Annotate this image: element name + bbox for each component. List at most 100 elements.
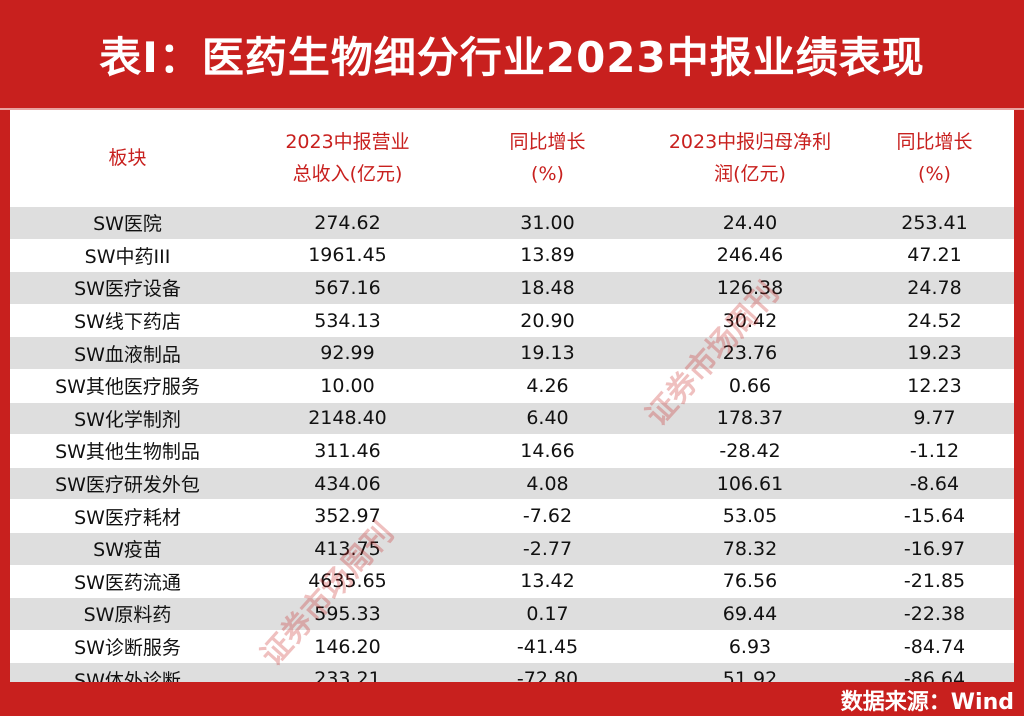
table-row: SW线下药店 534.13 20.90 30.42 24.52 (10, 303, 1014, 337)
cell-sector: SW疫苗 (10, 531, 245, 566)
data-table: 板块 2023中报营业 总收入(亿元) 同比增长 (%) 2023中报归母净利 润(亿… (10, 110, 1014, 695)
cell-revenue-growth: 0.17 (450, 597, 645, 631)
table-row: SW医药流通 4635.65 13.42 76.56 -21.85 (10, 564, 1014, 598)
table-row: SW中药III 1961.45 13.89 246.46 47.21 (10, 238, 1014, 272)
cell-revenue-growth: 19.13 (450, 336, 645, 370)
cell-profit-growth: -22.38 (855, 597, 1014, 631)
table-row: SW医疗耗材 352.97 -7.62 53.05 -15.64 (10, 499, 1014, 533)
header-revenue: 2023中报营业 总收入(亿元) (245, 110, 450, 207)
cell-revenue-growth: 4.26 (450, 368, 645, 403)
cell-revenue-growth: 13.42 (450, 564, 645, 598)
cell-sector: SW血液制品 (10, 336, 245, 370)
cell-revenue: 413.75 (245, 531, 450, 566)
cell-profit-growth: -21.85 (855, 564, 1014, 598)
table-row: SW其他医疗服务 10.00 4.26 0.66 12.23 (10, 368, 1014, 403)
cell-net-profit: 24.40 (645, 206, 855, 240)
source-note: 数据来源：Wind (840, 690, 1014, 715)
cell-net-profit: 126.38 (645, 271, 855, 305)
table-row: SW其他生物制品 311.46 14.66 -28.42 -1.12 (10, 434, 1014, 468)
header-row: 板块 2023中报营业 总收入(亿元) 同比增长 (%) 2023中报归母净利 润(亿… (10, 110, 1014, 207)
cell-revenue-growth: -2.77 (450, 531, 645, 566)
cell-net-profit: -28.42 (645, 434, 855, 468)
cell-sector: SW医疗耗材 (10, 499, 245, 533)
cell-net-profit: 23.76 (645, 336, 855, 370)
cell-sector: SW原料药 (10, 597, 245, 631)
cell-revenue: 274.62 (245, 206, 450, 240)
cell-sector: SW医疗研发外包 (10, 466, 245, 500)
cell-sector: SW医药流通 (10, 564, 245, 598)
table-row: SW化学制剂 2148.40 6.40 178.37 9.77 (10, 401, 1014, 435)
cell-sector: SW中药III (10, 238, 245, 272)
cell-net-profit: 69.44 (645, 597, 855, 631)
header-revenue-growth: 同比增长 (%) (450, 110, 645, 207)
cell-revenue-growth: 20.90 (450, 303, 645, 337)
table-row: SW血液制品 92.99 19.13 23.76 19.23 (10, 336, 1014, 370)
cell-net-profit: 178.37 (645, 401, 855, 435)
cell-revenue: 534.13 (245, 303, 450, 337)
table-body: SW医院 274.62 31.00 24.40 253.41 SW中药III 1961.45… (10, 206, 1014, 695)
cell-revenue-growth: 14.66 (450, 434, 645, 468)
cell-revenue: 2148.40 (245, 401, 450, 435)
cell-profit-growth: 24.78 (855, 271, 1014, 305)
cell-sector: SW诊断服务 (10, 629, 245, 663)
header-revenue-growth-line1: 同比增长 (509, 131, 586, 153)
header-revenue-growth-line2: (%) (531, 163, 564, 185)
cell-net-profit: 30.42 (645, 303, 855, 337)
header-profit-growth-line1: 同比增长 (896, 131, 973, 153)
cell-revenue: 311.46 (245, 434, 450, 468)
cell-profit-growth: -8.64 (855, 466, 1014, 500)
cell-profit-growth: -84.74 (855, 629, 1014, 663)
table-header: 板块 2023中报营业 总收入(亿元) 同比增长 (%) 2023中报归母净利 润(亿… (10, 110, 1014, 207)
table-panel: 板块 2023中报营业 总收入(亿元) 同比增长 (%) 2023中报归母净利 润(亿… (10, 110, 1014, 695)
cell-profit-growth: 12.23 (855, 368, 1014, 403)
cell-revenue-growth: 18.48 (450, 271, 645, 305)
header-net-profit-line1: 2023中报归母净利 (668, 131, 832, 153)
cell-revenue: 352.97 (245, 499, 450, 533)
cell-revenue: 10.00 (245, 368, 450, 403)
cell-sector: SW其他医疗服务 (10, 368, 245, 403)
header-net-profit-line2: 润(亿元) (714, 163, 786, 185)
cell-net-profit: 0.66 (645, 368, 855, 403)
cell-revenue-growth: -41.45 (450, 629, 645, 663)
table-title: 表Ⅰ：医药生物细分行业2023中报业绩表现 (99, 32, 925, 82)
cell-revenue: 4635.65 (245, 564, 450, 598)
header-profit-growth: 同比增长 (%) (855, 110, 1014, 207)
cell-profit-growth: 47.21 (855, 238, 1014, 272)
cell-profit-growth: 19.23 (855, 336, 1014, 370)
cell-revenue-growth: 4.08 (450, 466, 645, 500)
table-row: SW原料药 595.33 0.17 69.44 -22.38 (10, 597, 1014, 631)
cell-net-profit: 6.93 (645, 629, 855, 663)
cell-net-profit: 53.05 (645, 499, 855, 533)
cell-revenue-growth: 6.40 (450, 401, 645, 435)
cell-sector: SW其他生物制品 (10, 434, 245, 468)
header-sector-label: 板块 (108, 147, 147, 169)
cell-revenue: 92.99 (245, 336, 450, 370)
cell-revenue-growth: -7.62 (450, 499, 645, 533)
cell-net-profit: 76.56 (645, 564, 855, 598)
cell-profit-growth: 253.41 (855, 206, 1014, 240)
cell-revenue: 146.20 (245, 629, 450, 663)
table-row: SW诊断服务 146.20 -41.45 6.93 -84.74 (10, 629, 1014, 663)
header-net-profit: 2023中报归母净利 润(亿元) (645, 110, 855, 207)
footer-bar: 数据来源：Wind (0, 682, 1024, 715)
header-sector: 板块 (10, 110, 245, 207)
cell-profit-growth: -16.97 (855, 531, 1014, 566)
table-row: SW医疗设备 567.16 18.48 126.38 24.78 (10, 271, 1014, 305)
cell-net-profit: 78.32 (645, 531, 855, 566)
cell-revenue-growth: 13.89 (450, 238, 645, 272)
cell-profit-growth: 9.77 (855, 401, 1014, 435)
cell-sector: SW线下药店 (10, 303, 245, 337)
header-revenue-line2: 总收入(亿元) (292, 163, 403, 185)
cell-revenue-growth: 31.00 (450, 206, 645, 240)
cell-revenue: 434.06 (245, 466, 450, 500)
cell-sector: SW医疗设备 (10, 271, 245, 305)
cell-sector: SW化学制剂 (10, 401, 245, 435)
cell-revenue: 595.33 (245, 597, 450, 631)
cell-revenue: 1961.45 (245, 238, 450, 272)
cell-profit-growth: 24.52 (855, 303, 1014, 337)
cell-sector: SW医院 (10, 206, 245, 240)
cell-revenue: 567.16 (245, 271, 450, 305)
header-profit-growth-line2: (%) (918, 163, 951, 185)
cell-net-profit: 246.46 (645, 238, 855, 272)
table-row: SW医院 274.62 31.00 24.40 253.41 (10, 206, 1014, 240)
